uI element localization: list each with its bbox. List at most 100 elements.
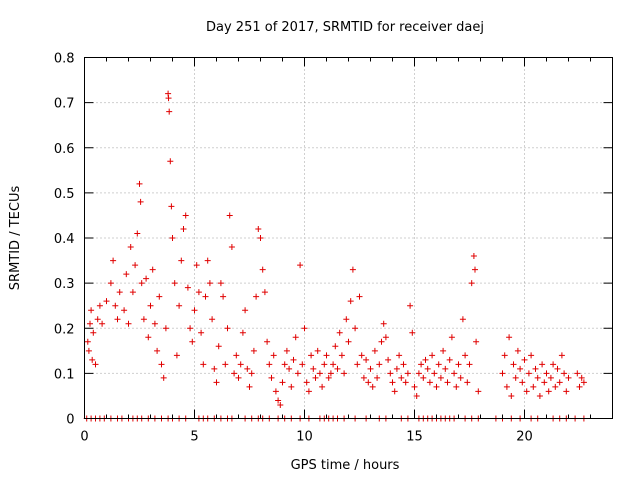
data-point-marker [138,280,145,287]
y-axis-label: SRMTID / TECUs [8,186,23,291]
data-point-marker [558,352,565,359]
data-point-marker [539,361,546,368]
data-point-marker [147,302,154,309]
data-point-marker [132,262,139,269]
data-point-marker [358,352,365,359]
data-point-marker [99,320,106,327]
data-point-marker [222,361,229,368]
data-point-marker [433,383,440,390]
data-point-marker [151,320,158,327]
data-point-marker [561,370,568,377]
data-point-marker [90,329,97,336]
data-point-marker [431,370,438,377]
data-point-marker [580,379,587,386]
data-point-marker [360,374,367,381]
data-point-marker [402,379,409,386]
data-point-marker [290,356,297,363]
data-point-marker [534,374,541,381]
data-point-marker [166,108,173,115]
data-point-marker [376,361,383,368]
data-point-marker [385,356,392,363]
data-point-marker [246,383,253,390]
data-point-marker [180,225,187,232]
data-point-marker [563,388,570,395]
data-point-marker [378,338,385,345]
data-point-marker [420,374,427,381]
data-point-marker [110,257,117,264]
data-point-marker [437,374,444,381]
data-point-marker [508,392,515,399]
data-point-marker [224,325,231,332]
data-point-marker [209,316,216,323]
data-point-marker [334,365,341,372]
data-point-marker [94,316,101,323]
data-point-marker [462,352,469,359]
data-point-marker [114,316,121,323]
data-point-marker [510,361,517,368]
data-point-marker [530,383,537,390]
data-point-marker [169,235,176,241]
data-point-marker [442,365,449,372]
data-point-marker [123,271,130,278]
x-tick-label: 10 [296,430,313,445]
data-point-marker [191,307,198,314]
data-point-marker [242,307,249,314]
data-point-marker [308,352,315,359]
data-point-marker [435,361,442,368]
data-point-marker [89,356,96,363]
data-point-marker [464,379,471,386]
y-tick-label: 0.7 [54,97,75,112]
data-point-marker [228,244,235,251]
data-point-marker [200,361,207,368]
data-point-marker [261,289,268,296]
data-point-marker [422,356,429,363]
data-point-marker [182,212,189,219]
data-point-marker [145,334,152,341]
data-point-marker [297,262,304,269]
data-point-marker [547,374,554,381]
data-point-marker [85,347,92,354]
data-point-marker [167,158,174,165]
data-point-marker [536,392,543,399]
data-point-marker [380,320,387,327]
data-point-marker [319,383,326,390]
data-point-marker [429,352,436,359]
data-point-marker [176,302,183,309]
data-point-marker [301,325,308,332]
data-point-marker [202,293,209,300]
data-point-marker [343,316,350,323]
y-tick-label: 0.3 [54,277,75,292]
data-point-marker [369,383,376,390]
y-tick-label: 0.1 [54,367,75,382]
data-point-marker [448,334,455,341]
x-tick-labels: 0 5 10 15 20 [80,430,532,445]
data-point-marker [312,374,319,381]
data-point-marker [305,388,312,395]
data-point-marker [371,347,378,354]
data-point-marker [550,361,557,368]
data-point-marker [250,347,257,354]
chart-title: Day 251 of 2017, SRMTID for receiver dae… [206,20,484,35]
data-point-marker [121,307,128,314]
data-point-marker [517,365,524,372]
data-point-marker [576,383,583,390]
data-point-marker [248,370,255,377]
data-point-marker [259,266,266,273]
data-point-marker [184,284,191,291]
data-point-marker [499,370,506,377]
data-point-marker [552,383,559,390]
data-point-marker [453,383,460,390]
data-point-marker [158,361,165,368]
data-point-marker [426,379,433,386]
data-point-marker [444,379,451,386]
data-point-marker [233,352,240,359]
data-point-marker [541,379,548,386]
data-point-marker [451,370,458,377]
data-point-marker [268,374,275,381]
data-point-marker [325,374,332,381]
data-point-marker [321,361,328,368]
data-point-marker [303,379,310,386]
data-point-marker [415,370,422,377]
data-point-marker [352,325,359,332]
data-point-marker [235,374,242,381]
